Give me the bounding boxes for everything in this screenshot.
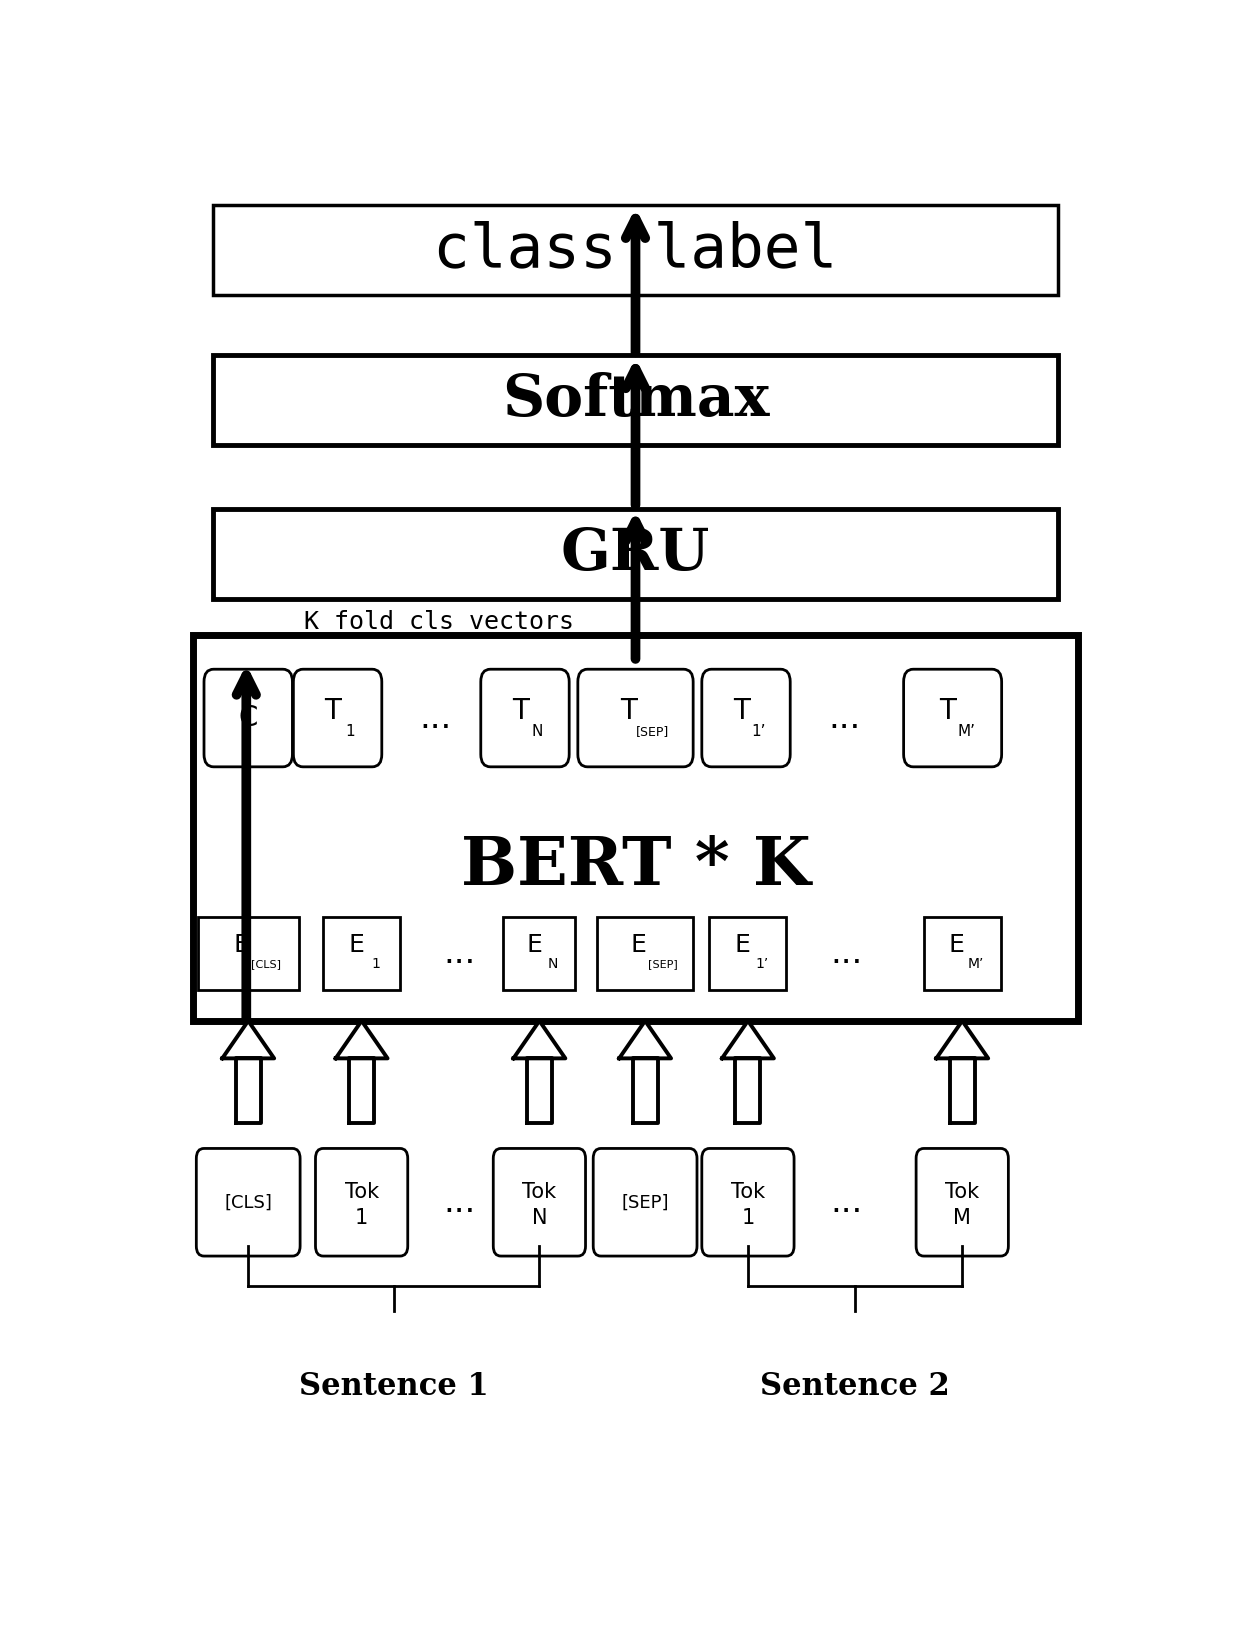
- Text: 1’: 1’: [751, 723, 766, 739]
- FancyBboxPatch shape: [294, 670, 382, 767]
- Bar: [503, 916, 575, 990]
- Polygon shape: [950, 1058, 975, 1123]
- Text: E: E: [734, 933, 750, 957]
- FancyBboxPatch shape: [904, 670, 1002, 767]
- Text: C: C: [238, 704, 258, 731]
- Bar: [193, 635, 1078, 1020]
- Text: [CLS]: [CLS]: [252, 959, 281, 968]
- Text: ...: ...: [831, 1186, 863, 1219]
- Bar: [596, 916, 693, 990]
- Text: Sentence 2: Sentence 2: [760, 1372, 950, 1402]
- Text: T: T: [512, 697, 528, 725]
- Text: ...: ...: [444, 1186, 476, 1219]
- Text: class label: class label: [433, 221, 838, 280]
- Text: Softmax: Softmax: [502, 372, 769, 429]
- Text: N: N: [532, 1207, 547, 1228]
- Polygon shape: [336, 1020, 388, 1058]
- Text: GRU: GRU: [560, 526, 711, 582]
- Text: ...: ...: [831, 936, 863, 970]
- Text: T: T: [733, 697, 750, 725]
- FancyBboxPatch shape: [578, 670, 693, 767]
- FancyBboxPatch shape: [593, 1149, 697, 1256]
- Text: Tok: Tok: [945, 1181, 980, 1202]
- Text: E: E: [348, 933, 365, 957]
- Polygon shape: [222, 1020, 274, 1058]
- Text: Tok: Tok: [730, 1181, 765, 1202]
- Bar: [324, 916, 401, 990]
- Text: ...: ...: [828, 702, 861, 734]
- Text: Tok: Tok: [345, 1181, 378, 1202]
- Text: 1: 1: [742, 1207, 755, 1228]
- FancyBboxPatch shape: [494, 1149, 585, 1256]
- Polygon shape: [936, 1020, 988, 1058]
- Polygon shape: [350, 1058, 374, 1123]
- FancyBboxPatch shape: [315, 1149, 408, 1256]
- Text: [SEP]: [SEP]: [621, 1193, 668, 1211]
- Bar: [213, 356, 1058, 445]
- FancyBboxPatch shape: [916, 1149, 1008, 1256]
- Text: T: T: [939, 697, 956, 725]
- FancyBboxPatch shape: [481, 670, 569, 767]
- Text: Tok: Tok: [522, 1181, 557, 1202]
- Text: K fold cls vectors: K fold cls vectors: [304, 609, 574, 634]
- Polygon shape: [619, 1020, 671, 1058]
- Text: E: E: [949, 933, 965, 957]
- Text: T: T: [325, 697, 341, 725]
- Text: N: N: [547, 957, 558, 972]
- FancyBboxPatch shape: [702, 670, 790, 767]
- Text: T: T: [620, 697, 637, 725]
- Polygon shape: [735, 1058, 760, 1123]
- Text: E: E: [630, 933, 646, 957]
- Text: 1’: 1’: [755, 957, 769, 972]
- Polygon shape: [632, 1058, 657, 1123]
- Text: M’: M’: [957, 723, 976, 739]
- Text: 1: 1: [345, 723, 355, 739]
- FancyBboxPatch shape: [196, 1149, 300, 1256]
- Text: ...: ...: [444, 936, 476, 970]
- Text: Sentence 1: Sentence 1: [299, 1372, 489, 1402]
- Polygon shape: [722, 1020, 774, 1058]
- Text: M’: M’: [968, 957, 985, 972]
- Polygon shape: [513, 1020, 565, 1058]
- Text: E: E: [527, 933, 542, 957]
- Text: 1: 1: [355, 1207, 368, 1228]
- Text: M: M: [954, 1207, 971, 1228]
- Text: [SEP]: [SEP]: [636, 725, 670, 738]
- Bar: [924, 916, 1001, 990]
- Text: 1: 1: [371, 957, 379, 972]
- Bar: [213, 509, 1058, 600]
- Text: E: E: [233, 933, 249, 957]
- FancyBboxPatch shape: [205, 670, 293, 767]
- Bar: [213, 205, 1058, 296]
- FancyBboxPatch shape: [702, 1149, 794, 1256]
- Bar: [197, 916, 299, 990]
- Text: BERT * K: BERT * K: [460, 834, 811, 899]
- Bar: [709, 916, 786, 990]
- Polygon shape: [236, 1058, 260, 1123]
- Text: [SEP]: [SEP]: [647, 959, 677, 968]
- Text: N: N: [532, 723, 543, 739]
- Text: [CLS]: [CLS]: [224, 1193, 272, 1211]
- Polygon shape: [527, 1058, 552, 1123]
- Text: ...: ...: [419, 702, 451, 734]
